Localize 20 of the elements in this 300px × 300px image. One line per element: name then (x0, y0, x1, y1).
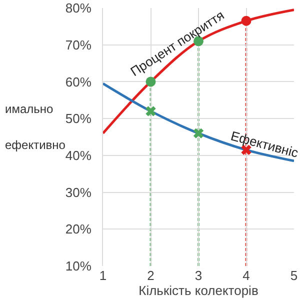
y-tick-label: 60% (65, 74, 92, 90)
point (146, 76, 156, 87)
y-tick-label: 70% (65, 37, 92, 52)
x-axis-title: Кількість колекторів (138, 283, 258, 298)
text: ефективно (5, 138, 66, 152)
y-tick-label: 10% (65, 258, 92, 274)
point (146, 106, 156, 116)
x-tick-label: 1 (99, 268, 107, 283)
y-tick-label: 30% (65, 184, 92, 200)
x-tick-label: 3 (194, 268, 202, 283)
point (193, 128, 204, 138)
x-tick-label: 4 (242, 268, 250, 283)
x-tick-label: 5 (290, 268, 298, 283)
point (241, 16, 252, 26)
y-tick-label: 40% (65, 148, 92, 163)
text: имально (5, 102, 54, 116)
y-tick-label: 20% (65, 222, 92, 237)
y-tick-label: 80% (65, 0, 92, 16)
y-tick-label: 50% (65, 111, 92, 126)
x-tick-label: 2 (147, 268, 154, 283)
